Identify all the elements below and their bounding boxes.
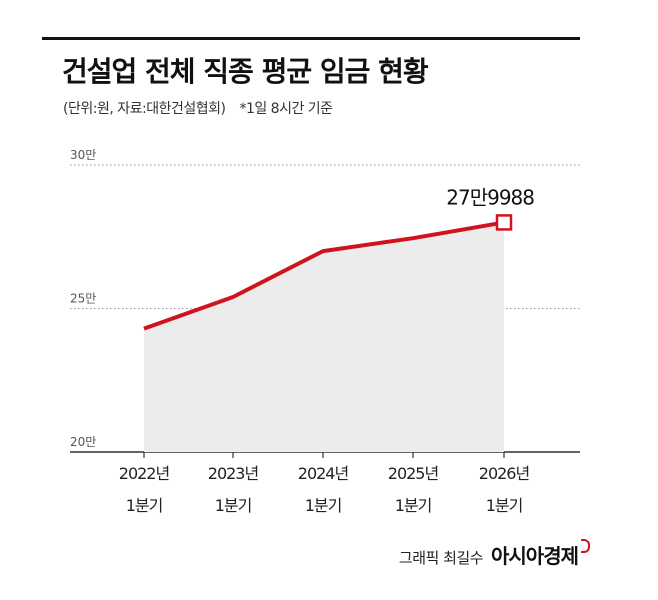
x-tick-label: 1분기 xyxy=(215,496,252,515)
series-line xyxy=(143,220,505,331)
chart-title: 건설업 전체 직종 평균 임금 현황 xyxy=(62,55,429,88)
x-tick-label: 1분기 xyxy=(395,496,432,515)
x-tick-label: 1분기 xyxy=(305,496,342,515)
y-tick-label: 30만 xyxy=(70,148,96,162)
x-tick-label: 2024년 xyxy=(298,464,349,483)
x-tick-label: 1분기 xyxy=(126,496,163,515)
brand-logo: 아시아경제 xyxy=(491,544,579,568)
y-tick-label: 20만 xyxy=(70,435,96,449)
x-tick-label: 2025년 xyxy=(388,464,439,483)
y-tick-label: 25만 xyxy=(70,292,96,306)
x-tick-label: 2026년 xyxy=(479,464,530,483)
x-tick-label: 2022년 xyxy=(119,464,170,483)
credit: 그래픽 최길수 아시아경제 xyxy=(398,539,590,569)
x-tick-label: 2023년 xyxy=(208,464,259,483)
x-tick-label: 1분기 xyxy=(486,496,523,515)
top-rule xyxy=(42,37,580,40)
graphic-author: 그래픽 최길수 xyxy=(398,549,484,567)
data-label: 27만9988 xyxy=(446,185,534,209)
unit-source-note: (단위:원, 자료:대한건설협회) xyxy=(63,101,226,117)
basis-note: *1일 8시간 기준 xyxy=(239,101,333,117)
area-fill xyxy=(144,222,504,452)
brand-mark-icon xyxy=(581,539,590,553)
end-point-marker xyxy=(495,214,513,231)
chart-subtitle: (단위:원, 자료:대한건설협회) *1일 8시간 기준 xyxy=(63,98,333,118)
